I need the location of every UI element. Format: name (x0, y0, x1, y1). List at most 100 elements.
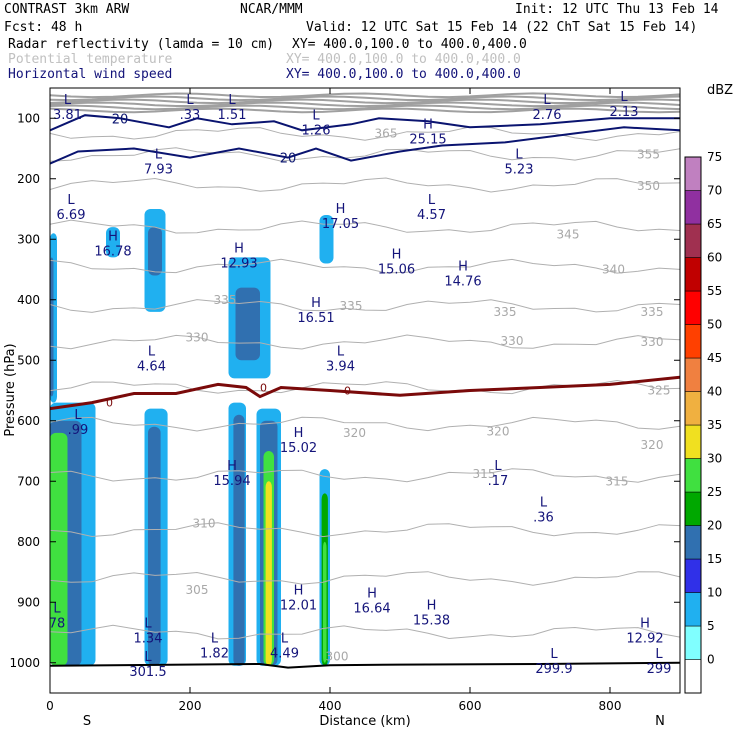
extremum-marker-H: H (392, 247, 402, 262)
wind-contour-20 (50, 114, 680, 132)
reflectivity-cell (148, 227, 162, 276)
y-axis-label: Pressure (hPa) (3, 343, 18, 436)
colorbar-level-label: 5 (707, 619, 715, 633)
theta-label: 330 (501, 334, 524, 348)
extremum-value: 301.5 (129, 665, 166, 680)
freezing-level-line (50, 375, 680, 411)
reflectivity-cell (106, 227, 120, 258)
x-tick-label: 800 (599, 699, 622, 713)
field-name-theta: Potential temperature (8, 52, 173, 67)
colorbar-swatch (684, 625, 702, 660)
extremum-marker-H: H (367, 586, 377, 601)
field-xy-wind: XY= 400.0,100.0 to 400.0,400.0 (286, 67, 521, 82)
x-axis-label: Distance (km) (319, 714, 410, 729)
extremum-value: 78 (49, 616, 66, 631)
colorbar-swatch (684, 525, 702, 560)
colorbar-swatch (684, 190, 702, 225)
extremum-value: 15.06 (378, 262, 415, 277)
colorbar-level-label: 40 (707, 385, 722, 399)
theta-contour-335 (50, 299, 680, 313)
colorbar-level-label: 60 (707, 251, 722, 265)
extremum-value: 1.51 (218, 108, 247, 123)
theta-contour-345 (50, 219, 680, 234)
extremum-value: 15.02 (280, 441, 317, 456)
theta-label: 305 (186, 583, 209, 597)
theta-label: 355 (637, 148, 660, 162)
y-tick-label: 300 (17, 232, 40, 246)
extremum-marker-L: L (186, 93, 194, 108)
forecast-hour: Fcst: 48 h (4, 20, 82, 35)
theta-label: 345 (557, 227, 580, 241)
theta-contour-310 (50, 522, 680, 538)
extremum-value: 25.15 (409, 132, 446, 147)
extremum-value: 4.57 (417, 208, 446, 223)
colorbar-swatch (684, 290, 702, 325)
theta-contour-upper (50, 101, 680, 108)
theta-label: 335 (641, 305, 664, 319)
theta-label: 320 (343, 426, 366, 440)
colorbar: dBZ 0 5 10 15 20 25 30 35 40 45 50 55 60 65 70 75 (684, 83, 733, 694)
extremum-marker-L: L (148, 344, 156, 359)
reflectivity-cell (319, 215, 334, 264)
extremum-value: 12.01 (280, 598, 317, 613)
extremum-marker-H: H (311, 296, 321, 311)
center-name: NCAR/MMM (240, 2, 303, 17)
extremum-value: 15.38 (413, 613, 450, 628)
theta-contours: 365 355 350 345 340 335 335 335 335 330 330 330 325 3… (50, 92, 680, 664)
x-tick-label: 200 (179, 699, 202, 713)
colorbar-level-label: 35 (707, 418, 722, 432)
colorbar-level-label: 25 (707, 485, 722, 499)
theta-label: 320 (641, 438, 664, 452)
theta-contour-350 (50, 177, 680, 193)
colorbar-unit: dBZ (707, 83, 733, 98)
extremum-marker-H: H (458, 260, 468, 275)
colorbar-level-label: 30 (707, 452, 722, 466)
theta-label: 340 (602, 263, 625, 277)
colorbar-swatch (684, 592, 702, 627)
extremum-marker-L: L (144, 650, 152, 665)
x-end-north: N (655, 714, 665, 729)
extremum-marker-L: L (543, 93, 551, 108)
colorbar-level-label: 65 (707, 217, 722, 231)
reflectivity-cell (233, 414, 245, 666)
extremum-value: 7.93 (144, 163, 173, 178)
extremum-value: 2.76 (533, 108, 562, 123)
extremum-value: 1.82 (200, 647, 229, 662)
extremum-marker-H: H (336, 202, 346, 217)
extremum-marker-L: L (67, 193, 75, 208)
colorbar-level-label: 45 (707, 351, 722, 365)
extremum-marker-L: L (144, 617, 152, 632)
theta-label: 315 (473, 467, 496, 481)
header: CONTRAST 3km ARW NCAR/MMM Init: 12 UTC T… (4, 2, 719, 82)
y-tick-label: 1000 (9, 656, 40, 670)
colorbar-swatch (684, 156, 702, 191)
theta-label: 325 (648, 384, 671, 398)
colorbar-level-label: 15 (707, 552, 722, 566)
theta-contour-upper (50, 107, 680, 114)
extremum-marker-L: L (540, 496, 548, 511)
extremum-value: 17.05 (322, 217, 359, 232)
extremum-marker-L: L (515, 148, 523, 163)
plot-frame (49, 87, 681, 694)
extremum-value: 16.78 (94, 244, 131, 259)
colorbar-level-label: 0 (707, 653, 715, 667)
extremum-marker-L: L (494, 459, 502, 474)
y-tick-label: 100 (17, 111, 40, 125)
colorbar-swatch (684, 659, 702, 694)
field-name-reflectivity: Radar reflectivity (lamda = 10 cm) (8, 37, 274, 52)
freezing-level: 0 0 0 (50, 375, 680, 411)
x-end-south: S (83, 714, 91, 729)
y-tick-label: 400 (17, 293, 40, 307)
plot-area: 365 355 350 345 340 335 335 335 335 330 330 330 325 3… (3, 87, 681, 729)
theta-contour-315 (50, 468, 680, 483)
extremum-marker-L: L (211, 632, 219, 647)
extremum-value: .99 (68, 423, 89, 438)
extremum-marker-L: L (74, 408, 82, 423)
theta-contour-upper (50, 98, 680, 105)
reflectivity-cell (50, 432, 68, 666)
extremum-marker-H: H (427, 598, 437, 613)
field-xy-theta: XY= 400.0,100.0 to 400.0,400.0 (286, 52, 521, 67)
colorbar-swatch (684, 223, 702, 258)
